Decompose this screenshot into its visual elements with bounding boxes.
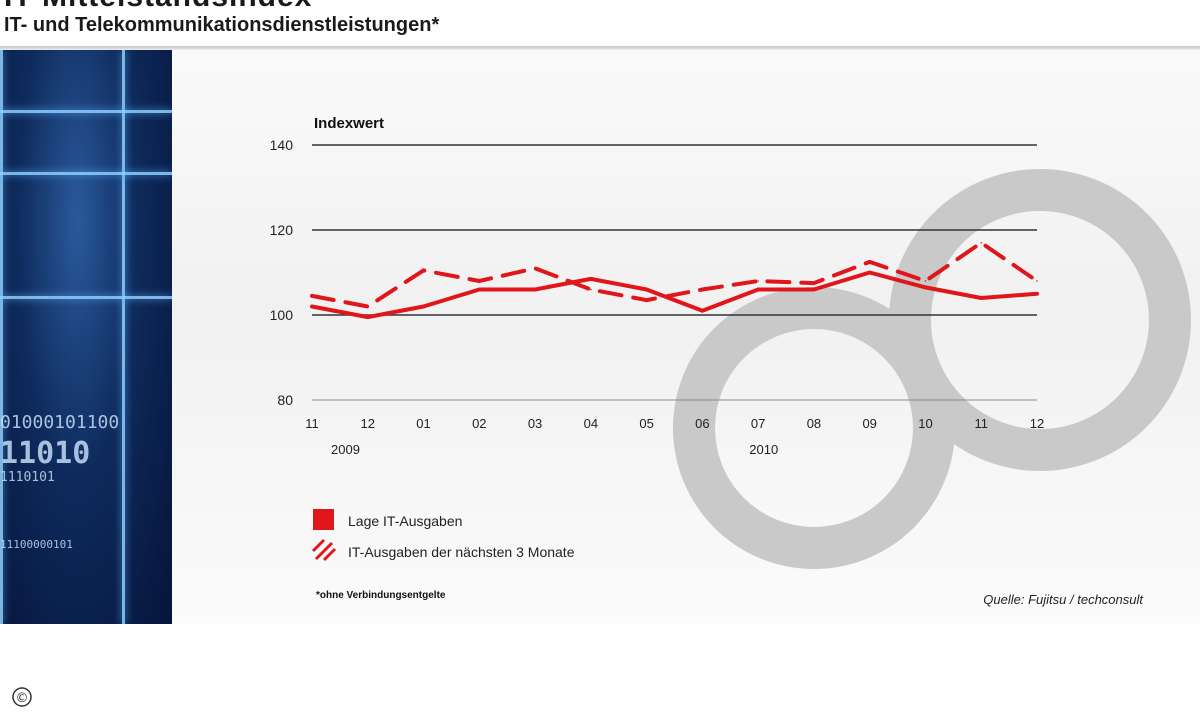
data-point bbox=[534, 267, 536, 270]
page-subtitle: IT- und Telekommunikationsdienstleistung… bbox=[4, 14, 440, 36]
page-title: IT-Mittelstandsindex bbox=[4, 0, 312, 14]
data-point bbox=[1036, 280, 1038, 282]
x-tick-label: 11 bbox=[974, 416, 988, 431]
data-point bbox=[534, 288, 536, 291]
binary-text: 11010 bbox=[0, 436, 91, 471]
binary-text: 11100000101 bbox=[0, 538, 73, 551]
x-tick-label: 12 bbox=[1030, 416, 1044, 431]
data-point bbox=[422, 269, 425, 272]
binary-text: 1110101 bbox=[0, 470, 55, 485]
chart-legend: Lage IT-Ausgaben IT-Ausgaben der nächste… bbox=[311, 509, 575, 562]
data-point bbox=[422, 305, 425, 308]
data-point bbox=[478, 288, 481, 291]
y-tick-label: 80 bbox=[277, 392, 293, 408]
data-point bbox=[980, 297, 983, 299]
data-point bbox=[868, 261, 871, 263]
glow-line bbox=[0, 110, 172, 113]
data-point bbox=[701, 288, 704, 291]
header-divider bbox=[0, 46, 1200, 50]
x-tick-label: 12 bbox=[361, 416, 375, 431]
data-point bbox=[980, 241, 983, 244]
data-point bbox=[311, 295, 313, 297]
legend-swatch-solid bbox=[313, 509, 334, 530]
series-line-solid bbox=[310, 270, 1039, 320]
x-tick-label: 06 bbox=[695, 416, 709, 431]
binary-text: 01000101100 bbox=[0, 412, 120, 433]
data-point bbox=[645, 299, 648, 301]
x-tick-label: 05 bbox=[639, 416, 653, 431]
data-point bbox=[924, 286, 927, 289]
data-point bbox=[813, 288, 815, 291]
x-tick-label: 03 bbox=[528, 416, 542, 431]
data-point bbox=[478, 280, 481, 282]
decorative-tech-panel: 01000101100 11010 1110101 11100000101 bbox=[0, 50, 172, 624]
data-point bbox=[813, 282, 815, 284]
legend-swatch-dashed bbox=[311, 538, 337, 562]
data-point bbox=[645, 288, 648, 291]
x-tick-label: 08 bbox=[807, 416, 821, 431]
x-tick-label: 07 bbox=[751, 416, 765, 431]
year-label: 2010 bbox=[749, 442, 778, 457]
x-tick-label: 11 bbox=[305, 416, 319, 431]
watermark-loop-right bbox=[889, 169, 1191, 471]
fujitsu-logo-watermark bbox=[673, 169, 1191, 569]
year-label: 2009 bbox=[331, 442, 360, 457]
legend-label-solid: Lage IT-Ausgaben bbox=[348, 513, 462, 529]
x-tick-label: 04 bbox=[584, 416, 598, 431]
data-point bbox=[757, 288, 759, 291]
x-tick-label: 10 bbox=[918, 416, 932, 431]
x-tick-label: 02 bbox=[472, 416, 486, 431]
data-point bbox=[590, 288, 592, 291]
y-tick-label: 140 bbox=[270, 137, 294, 153]
data-point bbox=[366, 316, 369, 318]
copyright-symbol: © bbox=[16, 691, 29, 706]
glow-line bbox=[0, 296, 172, 299]
data-point bbox=[924, 280, 927, 282]
x-tick-label: 01 bbox=[416, 416, 430, 431]
data-point bbox=[366, 305, 369, 308]
data-point bbox=[590, 278, 592, 280]
glow-line bbox=[0, 172, 172, 175]
y-tick-label: 100 bbox=[270, 307, 294, 323]
glow-line bbox=[0, 50, 3, 624]
y-axis-label: Indexwert bbox=[314, 115, 384, 132]
data-point bbox=[701, 309, 704, 312]
legend-label-dashed: IT-Ausgaben der nächsten 3 Monate bbox=[348, 544, 575, 560]
x-tick-label: 09 bbox=[862, 416, 876, 431]
glow-line bbox=[122, 50, 125, 624]
watermark-loop-left bbox=[673, 287, 955, 569]
data-point bbox=[757, 280, 759, 282]
source-label: Quelle: Fujitsu / techconsult bbox=[983, 592, 1144, 607]
series-line-dashed bbox=[310, 240, 1039, 309]
data-point bbox=[311, 305, 313, 308]
data-point bbox=[868, 271, 871, 274]
copyright-icon: © bbox=[12, 687, 32, 707]
data-point bbox=[1036, 292, 1038, 295]
y-tick-label: 120 bbox=[270, 222, 294, 238]
footnote: *ohne Verbindungsentgelte bbox=[316, 590, 446, 601]
